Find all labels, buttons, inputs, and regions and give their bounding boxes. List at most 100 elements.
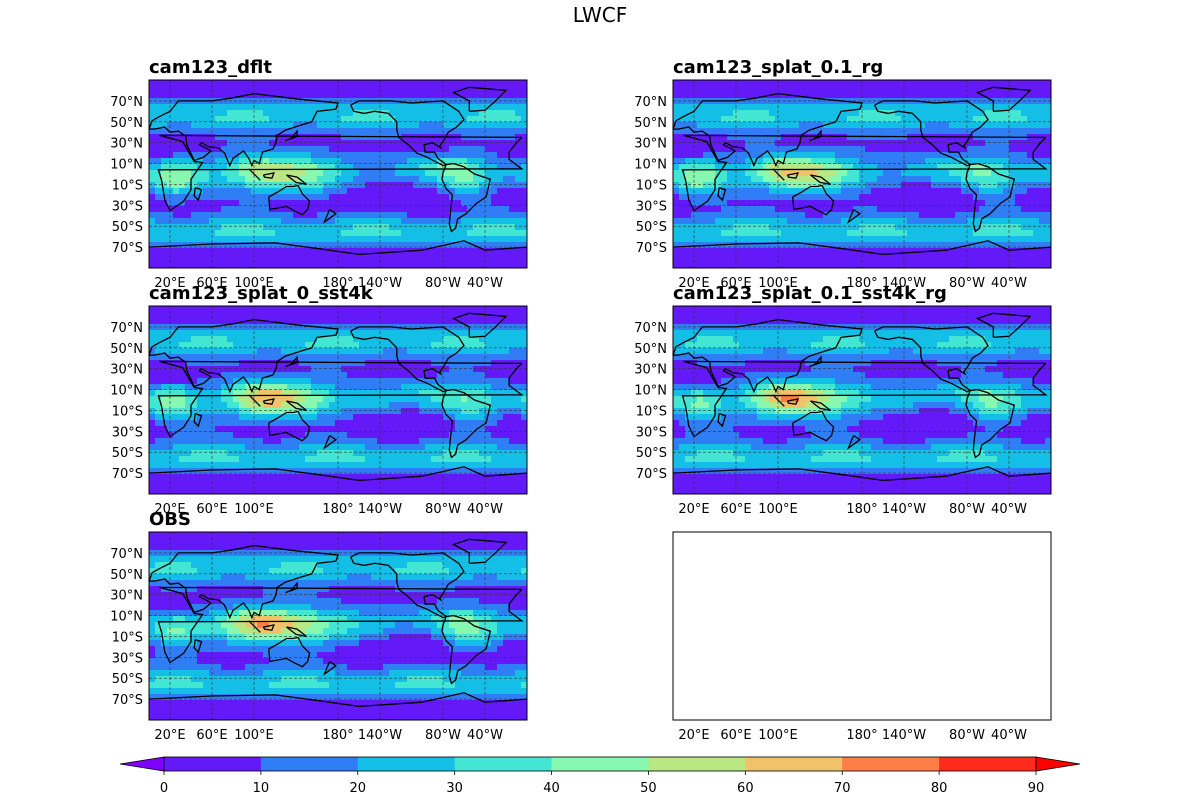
contour-cell <box>805 122 812 129</box>
contour-cell <box>233 134 240 141</box>
contour-cell <box>185 366 192 373</box>
contour-cell <box>781 218 788 225</box>
contour-cell <box>227 86 234 93</box>
contour-cell <box>347 170 354 177</box>
contour-cell <box>769 176 776 183</box>
contour-fill <box>673 80 1052 269</box>
contour-cell <box>937 80 944 87</box>
contour-cell <box>889 140 896 147</box>
contour-cell <box>709 116 716 123</box>
contour-cell <box>443 158 450 165</box>
contour-cell <box>473 354 480 361</box>
contour-cell <box>239 212 246 219</box>
contour-cell <box>197 188 204 195</box>
contour-cell <box>233 218 240 225</box>
contour-cell <box>745 266 752 269</box>
contour-cell <box>769 260 776 267</box>
contour-cell <box>179 152 186 159</box>
contour-cell <box>239 354 246 361</box>
contour-cell <box>679 188 686 195</box>
contour-cell <box>793 218 800 225</box>
contour-cell <box>215 266 222 269</box>
contour-cell <box>383 182 390 189</box>
contour-cell <box>293 330 300 337</box>
contour-cell <box>853 86 860 93</box>
contour-cell <box>161 200 168 207</box>
contour-cell <box>419 312 426 319</box>
contour-cell <box>937 200 944 207</box>
contour-cell <box>967 260 974 267</box>
contour-cell <box>323 128 330 135</box>
contour-cell <box>395 86 402 93</box>
contour-cell <box>775 110 782 117</box>
contour-cell <box>697 254 704 261</box>
contour-cell <box>431 230 438 237</box>
contour-cell <box>925 164 932 171</box>
contour-cell <box>305 80 312 87</box>
contour-cell <box>823 194 830 201</box>
contour-cell <box>383 200 390 207</box>
contour-cell <box>521 248 528 255</box>
contour-cell <box>907 158 914 165</box>
contour-cell <box>503 164 510 171</box>
contour-cell <box>769 266 776 269</box>
contour-cell <box>1015 116 1022 123</box>
contour-cell <box>991 218 998 225</box>
contour-cell <box>395 182 402 189</box>
contour-cell <box>931 164 938 171</box>
contour-cell <box>841 236 848 243</box>
contour-cell <box>805 242 812 249</box>
contour-cell <box>149 342 156 349</box>
contour-cell <box>841 140 848 147</box>
contour-cell <box>161 354 168 361</box>
contour-cell <box>503 248 510 255</box>
contour-cell <box>913 242 920 249</box>
contour-cell <box>257 194 264 201</box>
contour-cell <box>221 110 228 117</box>
contour-cell <box>443 146 450 153</box>
contour-cell <box>311 212 318 219</box>
contour-cell <box>841 122 848 129</box>
contour-cell <box>733 170 740 177</box>
contour-cell <box>311 122 318 129</box>
contour-cell <box>1009 116 1016 123</box>
contour-cell <box>185 188 192 195</box>
contour-cell <box>1027 164 1034 171</box>
contour-cell <box>715 260 722 267</box>
coastline <box>965 162 1016 233</box>
contour-cell <box>1033 116 1040 123</box>
contour-cell <box>239 378 246 385</box>
contour-cell <box>239 254 246 261</box>
contour-cell <box>685 218 692 225</box>
contour-cell <box>227 116 234 123</box>
contour-cell <box>413 158 420 165</box>
contour-cell <box>299 164 306 171</box>
contour-cell <box>721 248 728 255</box>
contour-cell <box>985 104 992 111</box>
contour-cell <box>191 134 198 141</box>
contour-cell <box>383 116 390 123</box>
contour-cell <box>961 218 968 225</box>
contour-cell <box>787 116 794 123</box>
contour-cell <box>299 152 306 159</box>
contour-cell <box>269 128 276 135</box>
contour-cell <box>479 266 486 269</box>
contour-cell <box>233 128 240 135</box>
contour-cell <box>685 158 692 165</box>
contour-cell <box>329 176 336 183</box>
contour-cell <box>985 194 992 201</box>
contour-cell <box>239 360 246 367</box>
contour-cell <box>883 122 890 129</box>
contour-cell <box>209 176 216 183</box>
contour-cell <box>407 324 414 331</box>
contour-cell <box>317 366 324 373</box>
contour-cell <box>943 200 950 207</box>
contour-cell <box>745 230 752 237</box>
contour-cell <box>305 330 312 337</box>
contour-cell <box>335 110 342 117</box>
contour-cell <box>919 122 926 129</box>
contour-cell <box>709 248 716 255</box>
contour-cell <box>233 176 240 183</box>
contour-cell <box>155 110 162 117</box>
contour-cell <box>1039 248 1046 255</box>
